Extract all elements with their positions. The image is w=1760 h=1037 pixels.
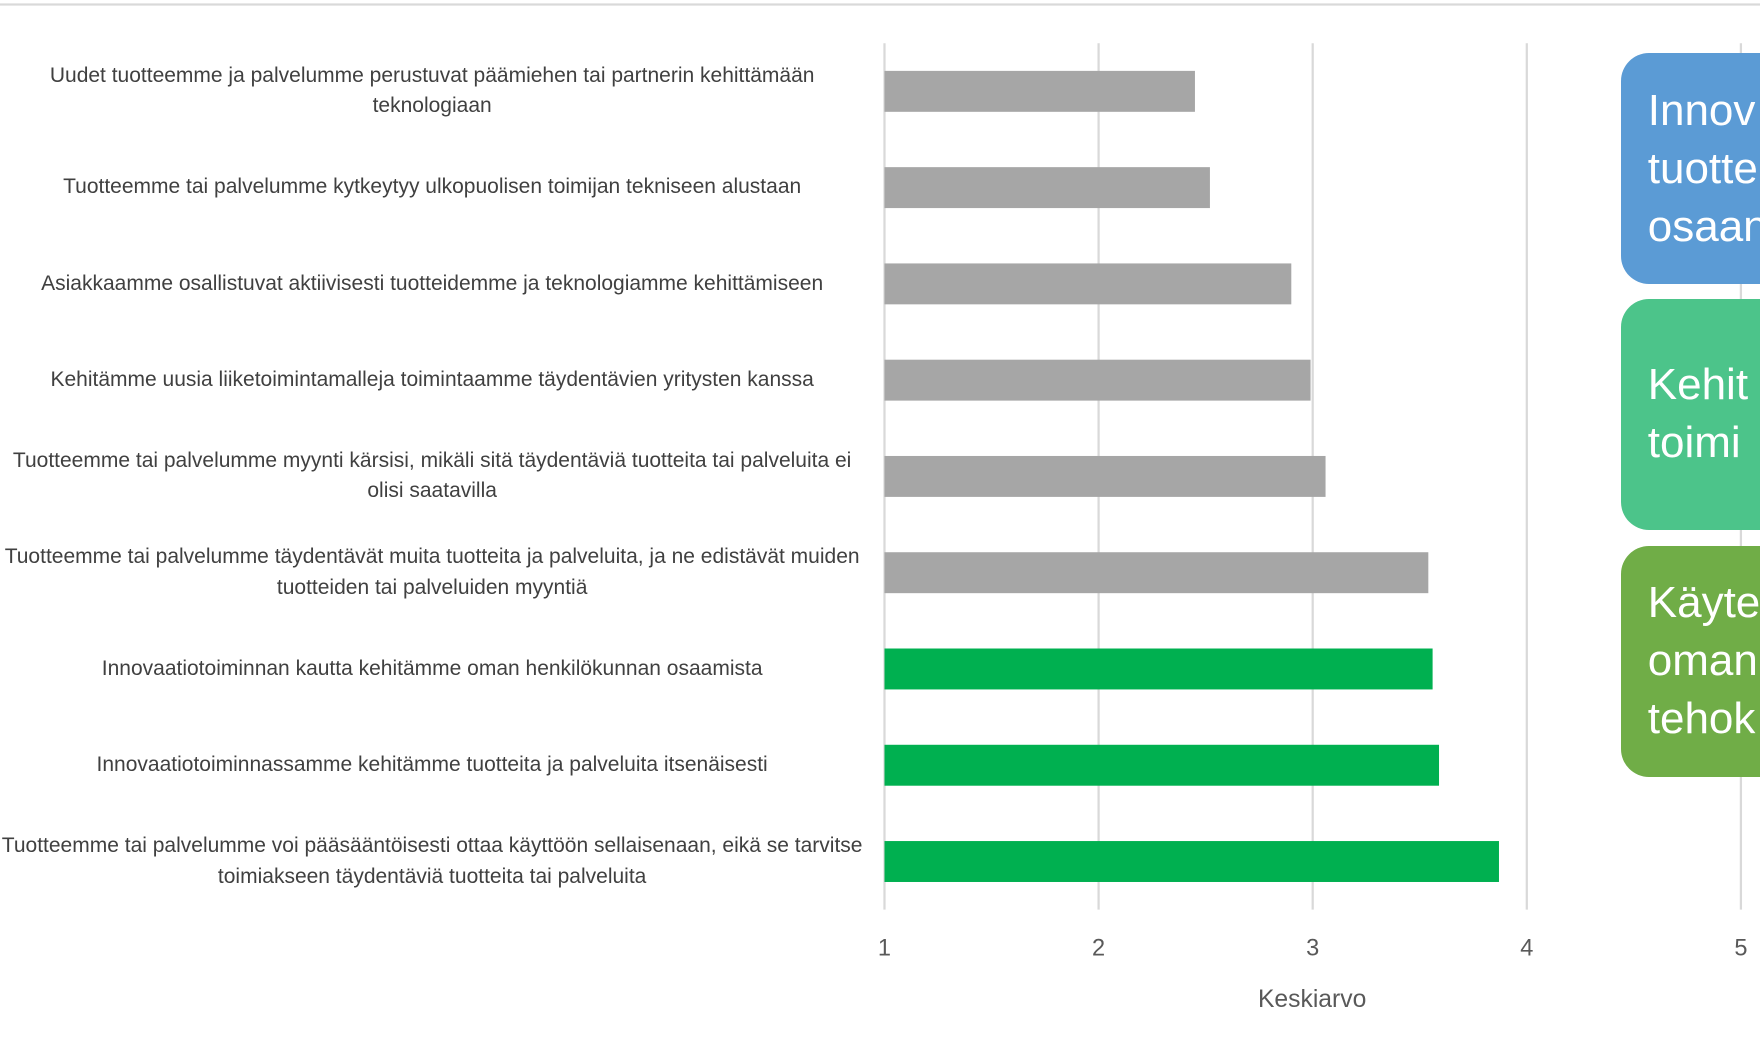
bar: [884, 359, 1311, 401]
category-label: Innovaatiotoiminnan kautta kehitämme oma…: [101, 656, 763, 680]
callout-line: tehok: [1647, 694, 1756, 744]
bar: [884, 744, 1440, 786]
bar: [884, 648, 1433, 690]
category-label: Tuotteemme tai palvelumme kytkeytyy ulko…: [63, 175, 802, 199]
category-label: Tuotteemme tai palvelumme myynti kärsisi…: [12, 448, 852, 503]
category-label: Innovaatiotoiminnassamme kehitämme tuott…: [96, 753, 768, 776]
x-tick-label: 1: [878, 936, 891, 962]
category-label: Asiakkaamme osallistuvat aktiivisesti tu…: [41, 271, 824, 295]
x-tick-label: 5: [1734, 936, 1747, 962]
callout-text: Kehit toimi: [1648, 299, 1748, 530]
bar: [884, 455, 1326, 497]
bar: [884, 70, 1195, 112]
bar: [884, 263, 1292, 305]
bar: [884, 167, 1210, 209]
callout-line: Kehit: [1647, 360, 1749, 410]
x-tick-label: 3: [1306, 936, 1319, 962]
category-label: Kehitämme uusia liiketoimintamalleja toi…: [50, 367, 814, 391]
category-label: Uudet tuotteemme ja palvelumme perustuva…: [49, 63, 815, 118]
x-axis-title: Keskiarvo: [1258, 986, 1366, 1013]
bar: [884, 841, 1499, 882]
category-label: Tuotteemme tai palvelumme voi pääsääntöi…: [1, 834, 863, 888]
x-tick-label: 2: [1092, 936, 1105, 962]
callout-line: toimi: [1647, 418, 1741, 468]
callout-text: Innov tuotte osaan: [1648, 53, 1760, 284]
callout-box: Kehit toimi: [1620, 299, 1760, 530]
x-tick-label: 4: [1520, 936, 1533, 962]
callout-line: Käyte: [1647, 578, 1760, 628]
bar: [884, 552, 1429, 594]
callout-box: Käyte oman tehok: [1620, 545, 1760, 777]
callout-line: oman: [1647, 636, 1758, 686]
callout-text: Käyte oman tehok: [1648, 546, 1760, 777]
callout-box: Innov tuotte osaan: [1620, 53, 1760, 285]
callout-line: osaan: [1647, 201, 1760, 251]
category-label: Tuotteemme tai palvelumme täydentävät mu…: [4, 545, 860, 599]
callout-line: Innov: [1647, 85, 1756, 135]
callout-line: tuotte: [1647, 143, 1758, 193]
